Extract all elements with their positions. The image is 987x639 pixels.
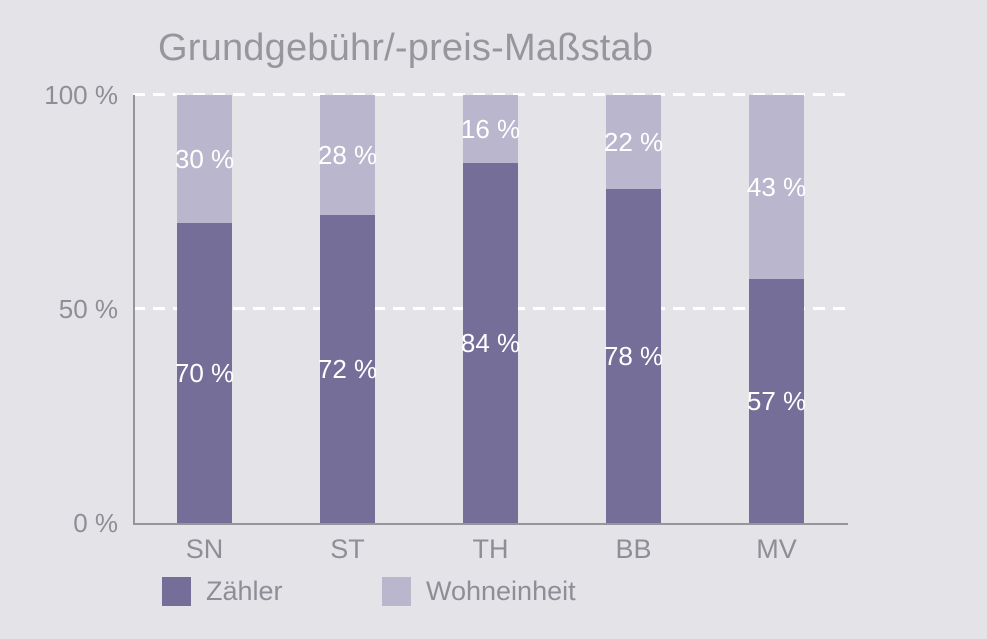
bar-value-label: 57 % <box>746 386 807 416</box>
x-category-label-sn: SN <box>185 534 224 564</box>
wohneinheit-swatch-icon <box>382 577 411 606</box>
bar-value-label: 70 % <box>174 358 235 389</box>
bar-value-label: 43 % <box>746 172 807 203</box>
x-axis-line <box>133 523 848 525</box>
bar-value-label: 28 % <box>317 139 378 170</box>
bar-segment-zähler-sn: 70 % <box>174 223 235 523</box>
bar-value-label: 72 % <box>317 353 378 384</box>
bar-segment-wohneinheit-th: 16 % <box>460 95 521 164</box>
bar-segment-wohneinheit-sn: 30 % <box>174 95 235 224</box>
legend: Zähler Wohneinheit <box>0 577 987 609</box>
bar-segment-zähler-bb: 78 % <box>603 189 664 523</box>
bar-th: 16 % 84 % <box>460 95 521 523</box>
bar-segment-wohneinheit-bb: 22 % <box>603 95 664 190</box>
legend-label-zaehler: Zähler <box>206 576 283 606</box>
bar-segment-wohneinheit-mv: 43 % <box>746 95 807 280</box>
y-tick-label-0: 0 % <box>73 508 118 538</box>
legend-item-wohneinheit: Wohneinheit <box>382 577 576 606</box>
y-tick-label-100: 100 % <box>44 80 118 110</box>
bar-segment-wohneinheit-st: 28 % <box>317 95 378 215</box>
x-category-label-st: ST <box>330 534 365 564</box>
gridline-100 <box>133 93 848 96</box>
x-category-label-th: TH <box>472 534 509 564</box>
bar-value-label: 30 % <box>174 144 235 175</box>
x-category-label-bb: BB <box>615 534 652 564</box>
bar-mv: 43 % 57 % <box>746 95 807 523</box>
bar-segment-zähler-mv: 57 % <box>746 279 807 523</box>
bar-sn: 30 % 70 % <box>174 95 235 523</box>
bar-value-label: 16 % <box>460 114 521 145</box>
y-axis-line <box>133 95 135 523</box>
bar-value-label: 84 % <box>460 328 521 359</box>
bar-value-label: 22 % <box>603 127 664 158</box>
y-tick-label-50: 50 % <box>58 294 118 324</box>
bar-segment-zähler-th: 84 % <box>460 163 521 523</box>
chart-title: Grundgebühr/-preis-Maßstab <box>158 27 654 69</box>
x-category-label-mv: MV <box>756 534 797 564</box>
zaehler-swatch-icon <box>162 577 191 606</box>
legend-label-wohneinheit: Wohneinheit <box>426 576 576 606</box>
bar-st: 28 % 72 % <box>317 95 378 523</box>
bar-bb: 22 % 78 % <box>603 95 664 523</box>
bar-segment-zähler-st: 72 % <box>317 214 378 523</box>
bar-value-label: 78 % <box>603 341 664 372</box>
legend-item-zaehler: Zähler <box>162 577 283 606</box>
